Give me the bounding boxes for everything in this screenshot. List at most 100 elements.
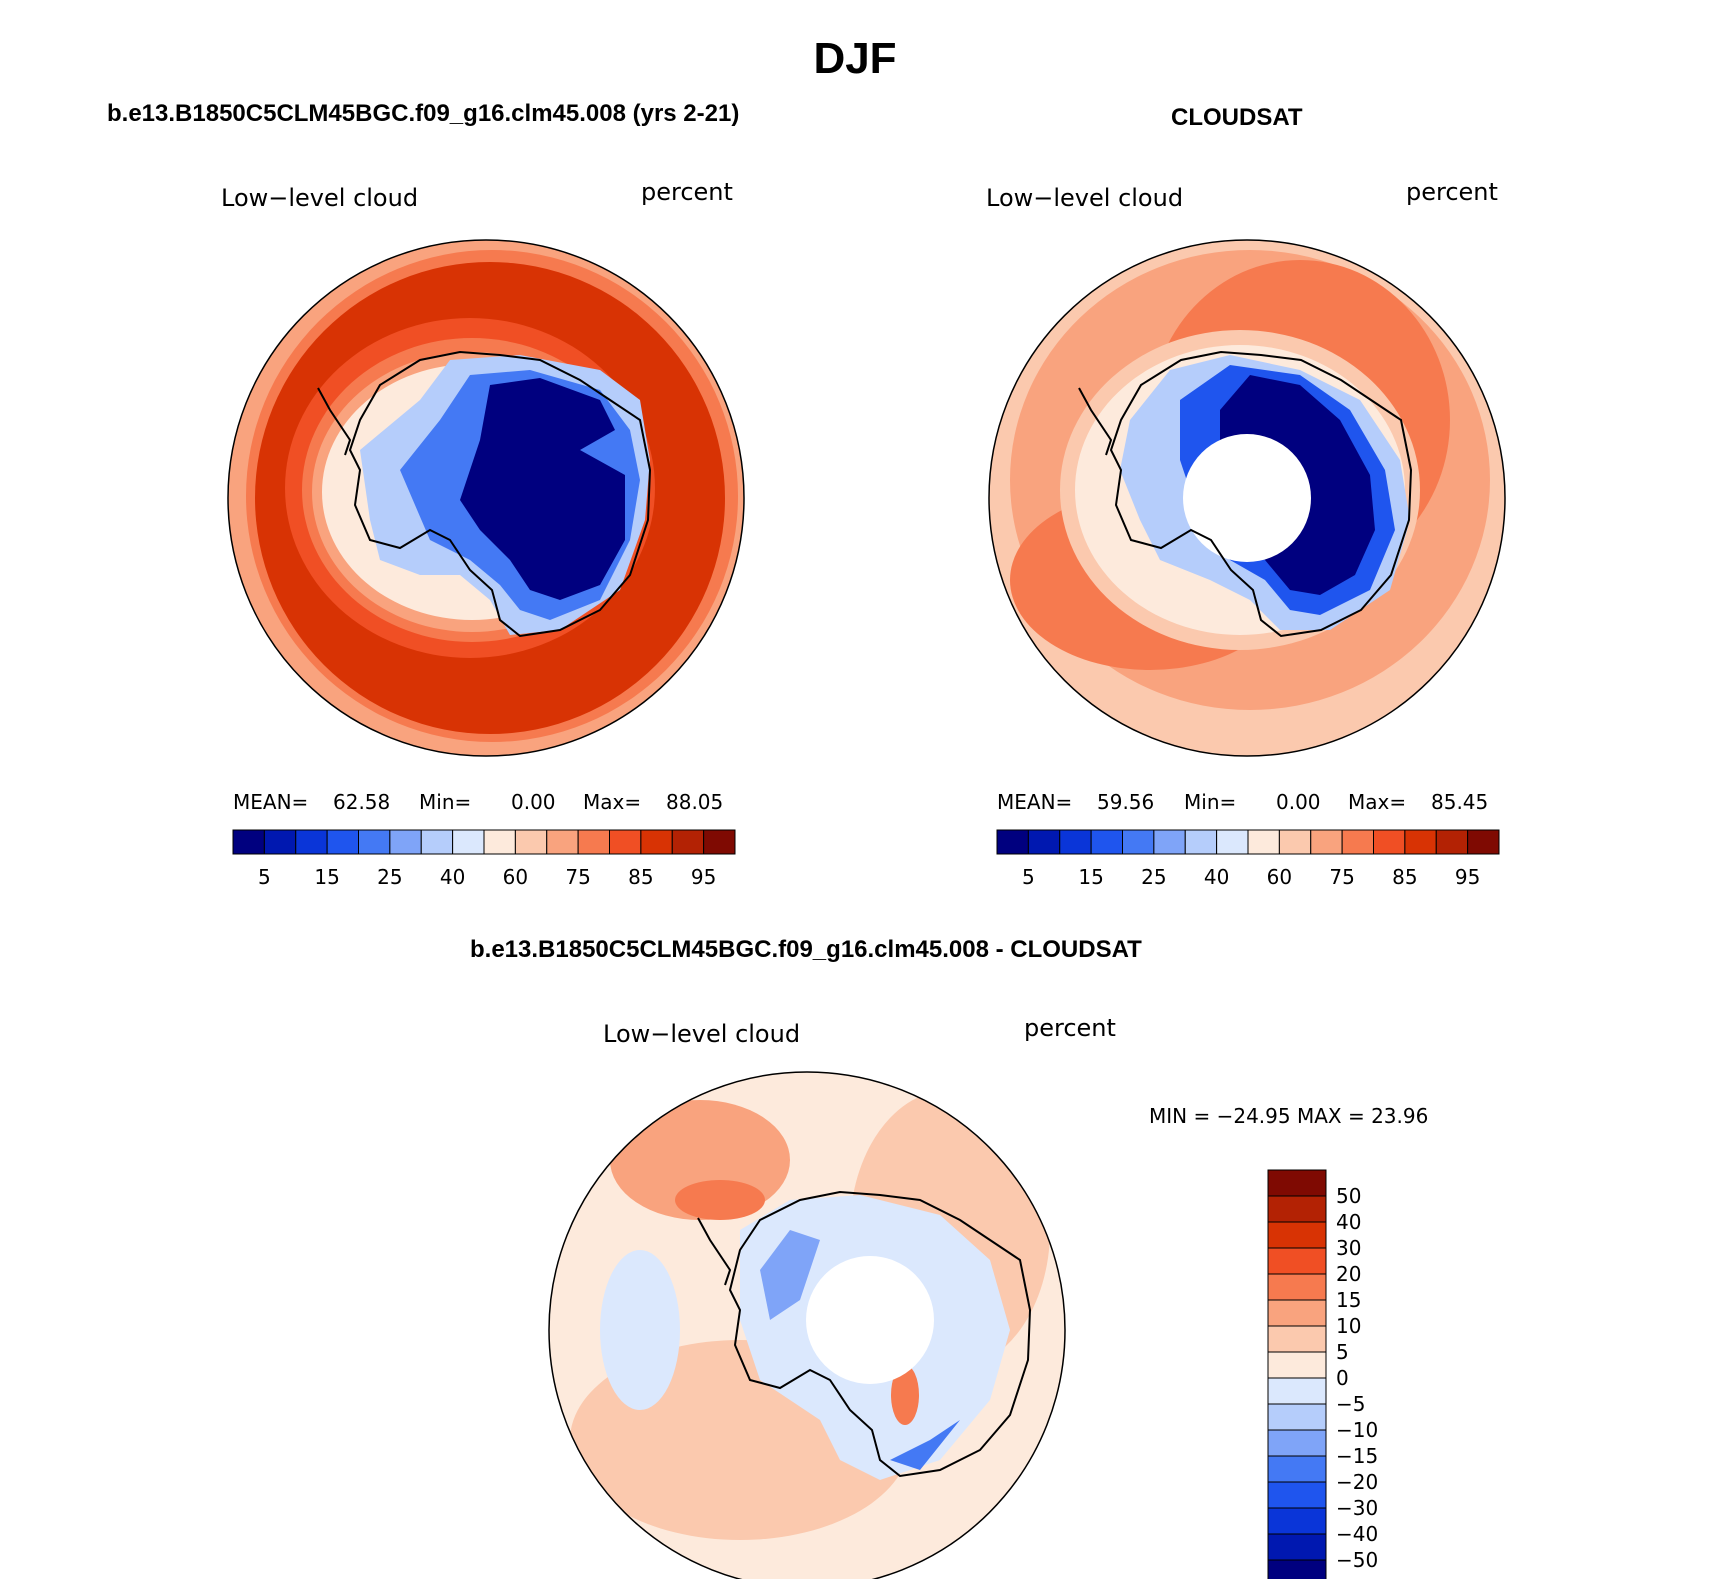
model-units-label: percent [641,178,733,206]
obs-units-label: percent [1406,178,1498,206]
diff-colorbar-tick-label: −40 [1336,1522,1378,1546]
obs-colorbar-tick-label: 85 [1392,865,1417,889]
diff-colorbar-swatch [1267,1195,1327,1223]
diff-colorbar-swatch [1267,1455,1327,1483]
model-panel-title: b.e13.B1850C5CLM45BGC.f09_g16.clm45.008 … [107,100,740,127]
model-mean-label: MEAN= [233,790,309,814]
obs-panel-title: CLOUDSAT [1171,104,1303,131]
obs-colorbar-swatch [1404,829,1437,855]
model-colorbar-tick-label: 85 [628,865,653,889]
model-colorbar-tick-label: 25 [377,865,402,889]
model-variable-label: Low−level cloud [221,184,419,212]
model-colorbar-swatch [640,829,673,855]
diff-map [549,1072,1065,1579]
diff-polar-gap [806,1256,934,1384]
diff-colorbar-swatch [1267,1273,1327,1301]
diff-west-negative [600,1250,680,1410]
diff-colorbar-swatch [1267,1325,1327,1353]
diff-colorbar-swatch [1267,1559,1327,1579]
obs-colorbar-swatch [1278,829,1312,855]
diff-colorbar-tick-label: 40 [1336,1210,1361,1234]
obs-colorbar-tick-label: 40 [1204,865,1229,889]
model-colorbar-swatch [326,829,359,855]
model-coastline [348,350,652,638]
diff-variable-label: Low−level cloud [603,1020,801,1048]
obs-colorbar-swatch [1122,829,1155,855]
obs-colorbar-swatch [996,829,1029,855]
obs-colorbar-swatch [1341,829,1374,855]
diff-coastline [728,1190,1032,1478]
obs-colorbar-swatch [1216,829,1249,855]
diff-colorbar-swatch [1267,1351,1327,1379]
obs-colorbar-tick-label: 25 [1141,865,1166,889]
obs-peninsula [1078,387,1113,456]
model-colorbar: 5 15 25 40 60 75 85 95 [232,829,736,889]
obs-colorbar-tick-label: 15 [1078,865,1103,889]
obs-colorbar-swatch [1310,829,1343,855]
diff-peninsula [697,1217,732,1286]
model-colorbar-swatch [452,829,485,855]
diff-units-label: percent [1024,1014,1116,1042]
diff-colorbar-tick-label: 10 [1336,1314,1361,1338]
obs-coastline [1109,350,1413,638]
figure-title: DJF [813,34,897,83]
model-colorbar-tick-label: 15 [314,865,339,889]
diff-colorbar-swatch [1267,1507,1327,1535]
obs-polar-gap [1183,434,1311,562]
obs-colorbar-swatch [1247,829,1280,855]
diff-colorbar-swatch [1267,1533,1327,1561]
obs-mean-label: MEAN= [997,790,1073,814]
model-colorbar-swatch [263,829,297,855]
obs-colorbar-tick-label: 95 [1455,865,1480,889]
model-map-border [227,239,745,757]
diff-antarctica-neg-west [760,1230,820,1320]
diff-colorbar-tick-label: 50 [1336,1184,1361,1208]
model-max-label: Max= [583,790,642,814]
obs-colorbar-swatch [1027,829,1061,855]
diff-colorbar-tick-label: −50 [1336,1548,1378,1572]
diff-colorbar-tick-label: −10 [1336,1418,1378,1442]
model-colorbar-swatch [703,829,736,855]
obs-colorbar-tick-label: 5 [1022,865,1035,889]
obs-colorbar-swatch [1184,829,1218,855]
model-map [228,240,744,756]
obs-max-value: 85.45 [1431,790,1489,814]
model-colorbar-swatch [609,829,642,855]
diff-colorbar-tick-label: 30 [1336,1236,1361,1260]
obs-min-label: Min= [1184,790,1237,814]
diff-colorbar-swatch [1267,1221,1327,1249]
obs-colorbar-swatch [1373,829,1406,855]
model-colorbar-tick-label: 5 [258,865,271,889]
model-colorbar-tick-label: 75 [565,865,590,889]
obs-colorbar-tick-label: 75 [1329,865,1354,889]
model-colorbar-tick-label: 40 [440,865,465,889]
diff-colorbar-tick-label: 0 [1336,1366,1349,1390]
diff-colorbar-tick-label: 20 [1336,1262,1361,1286]
diff-nw-peak [675,1180,765,1220]
obs-colorbar: 5 15 25 40 60 75 85 95 [996,829,1500,889]
diff-minmax-label: MIN = −24.95 MAX = 23.96 [1149,1104,1429,1128]
diff-colorbar-tick-label: 15 [1336,1288,1361,1312]
model-colorbar-swatch [546,829,579,855]
diff-colorbar-tick-label: −30 [1336,1496,1378,1520]
model-colorbar-swatch [295,829,328,855]
obs-max-label: Max= [1348,790,1407,814]
diff-antarctica-pos [891,1365,919,1425]
diff-colorbar-swatch [1267,1429,1327,1457]
model-colorbar-swatch [514,829,548,855]
model-min-label: Min= [419,790,472,814]
diff-colorbar-swatch [1267,1169,1327,1197]
model-colorbar-tick-label: 95 [691,865,716,889]
diff-colorbar-swatch [1267,1377,1327,1405]
obs-map [989,240,1505,756]
model-max-value: 88.05 [666,790,724,814]
diff-colorbar-swatch [1267,1247,1327,1275]
model-colorbar-tick-label: 60 [503,865,528,889]
model-mean-value: 62.58 [333,790,391,814]
obs-colorbar-swatch [1435,829,1469,855]
obs-colorbar-swatch [1467,829,1500,855]
obs-colorbar-swatch [1059,829,1092,855]
model-colorbar-swatch [232,829,265,855]
